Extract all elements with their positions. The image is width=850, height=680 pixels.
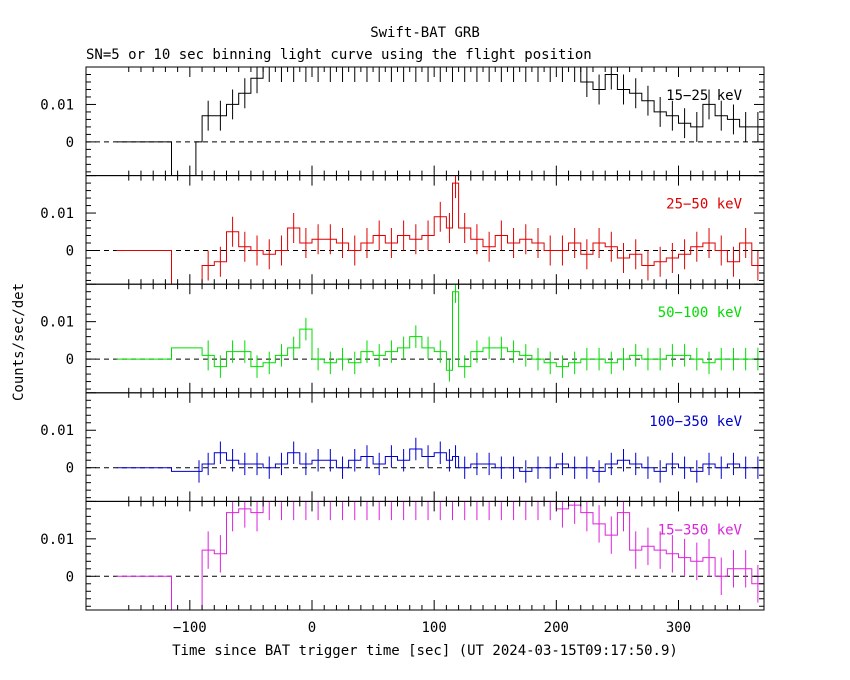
series-0 [116, 67, 764, 176]
series-label: 15−350 keV [658, 522, 743, 538]
panel-0: 0 0.01 15−25 keV [40, 66, 765, 177]
panel-frame [85, 500, 765, 611]
panel-frame [85, 392, 765, 502]
panel-2: 0 0.01 50−100 keV [40, 283, 765, 394]
y-tick-label: 0.01 [40, 532, 74, 548]
y-tick-label: 0 [66, 569, 74, 585]
x-tick-label: 300 [666, 620, 691, 636]
series-2 [116, 284, 764, 382]
series-label: 15−25 keV [666, 88, 742, 104]
x-tick-label: 100 [422, 620, 447, 636]
series-label: 25−50 keV [666, 197, 742, 213]
y-tick-label: 0 [66, 352, 74, 368]
x-tick-label: 0 [308, 620, 316, 636]
panel-4: 0 0.01 15−350 keV [40, 500, 765, 611]
y-tick-label: 0 [66, 243, 74, 259]
panel-frame [85, 175, 765, 285]
y-axis-label: Counts/sec/det [11, 283, 27, 401]
series-4 [116, 501, 764, 610]
panel-frame [85, 283, 765, 394]
series-step-line [116, 67, 764, 176]
y-tick-label: 0.01 [40, 206, 74, 222]
panel-3: 0 0.01 100−350 keV [40, 392, 765, 502]
series-1 [116, 175, 764, 285]
chart-subtitle: SN=5 or 10 sec binning light curve using… [86, 47, 592, 63]
series-label: 100−350 keV [649, 414, 742, 430]
series-3 [116, 437, 764, 483]
series-label: 50−100 keV [658, 305, 743, 321]
x-tick-label: −100 [173, 620, 207, 636]
y-tick-label: 0 [66, 135, 74, 151]
y-tick-label: 0.01 [40, 423, 74, 439]
panels-group: 0 0.01 15−25 keV 0 0.01 25−50 keV 0 0.01 50−100 … [40, 66, 765, 636]
y-tick-label: 0.01 [40, 97, 74, 113]
chart-title: Swift-BAT GRB [370, 25, 480, 41]
x-tick-label: 200 [544, 620, 569, 636]
panel-frame [85, 66, 765, 177]
series-step-line [116, 291, 764, 371]
y-tick-label: 0.01 [40, 315, 74, 331]
y-tick-label: 0 [66, 461, 74, 477]
panel-1: 0 0.01 25−50 keV [40, 175, 765, 285]
x-axis-label: Time since BAT trigger time [sec] (UT 20… [172, 643, 678, 659]
